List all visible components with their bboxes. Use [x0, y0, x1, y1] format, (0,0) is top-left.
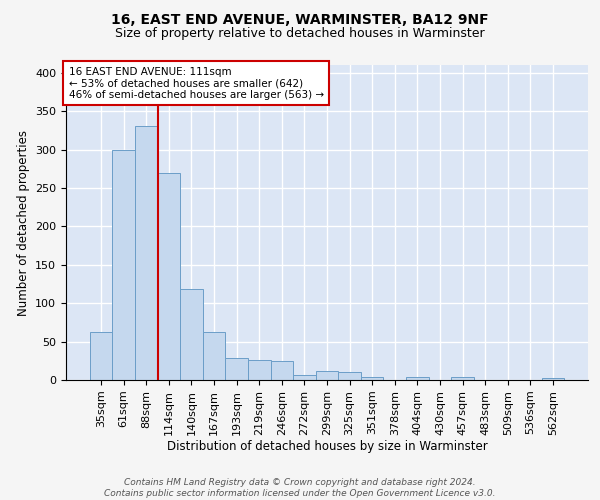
Y-axis label: Number of detached properties: Number of detached properties: [17, 130, 29, 316]
Bar: [248, 360, 271, 380]
Bar: [293, 376, 316, 380]
Bar: [226, 358, 248, 380]
Bar: [542, 378, 564, 380]
Bar: [451, 377, 474, 380]
X-axis label: Distribution of detached houses by size in Warminster: Distribution of detached houses by size …: [167, 440, 487, 454]
Bar: [203, 332, 226, 380]
Bar: [271, 361, 293, 380]
Bar: [316, 371, 338, 380]
Bar: [135, 126, 158, 380]
Bar: [158, 172, 180, 380]
Bar: [112, 150, 135, 380]
Text: Size of property relative to detached houses in Warminster: Size of property relative to detached ho…: [115, 28, 485, 40]
Bar: [90, 332, 112, 380]
Bar: [180, 290, 203, 380]
Bar: [361, 377, 383, 380]
Text: 16 EAST END AVENUE: 111sqm
← 53% of detached houses are smaller (642)
46% of sem: 16 EAST END AVENUE: 111sqm ← 53% of deta…: [68, 66, 324, 100]
Text: 16, EAST END AVENUE, WARMINSTER, BA12 9NF: 16, EAST END AVENUE, WARMINSTER, BA12 9N…: [111, 12, 489, 26]
Bar: [406, 377, 428, 380]
Bar: [338, 372, 361, 380]
Text: Contains HM Land Registry data © Crown copyright and database right 2024.
Contai: Contains HM Land Registry data © Crown c…: [104, 478, 496, 498]
